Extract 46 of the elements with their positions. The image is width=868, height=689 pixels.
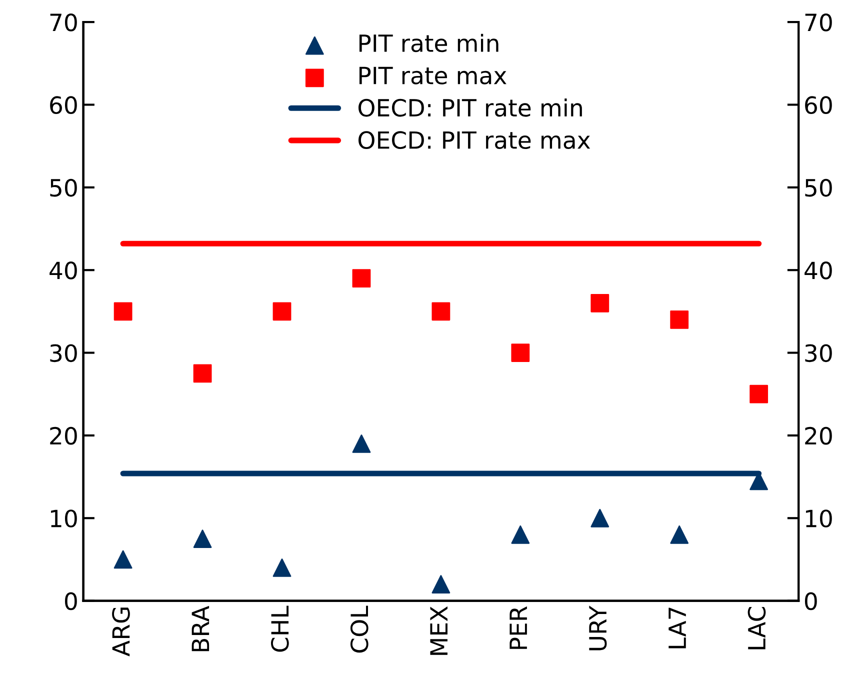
point (114, 550, 132, 569)
x-tick-label: COL (350, 606, 368, 653)
x-tick-label: ARG (112, 608, 130, 656)
point (272, 558, 292, 577)
y-tick-label: 60 (50, 96, 77, 114)
point (590, 508, 610, 528)
y2-tick-label: 30 (805, 344, 832, 362)
point (432, 302, 450, 321)
y-tick-label: 30 (50, 344, 77, 362)
y-tick-label: 40 (50, 262, 77, 280)
y-tick-label: 70 (50, 13, 77, 32)
y-tick-label: 20 (50, 426, 77, 445)
point (670, 310, 689, 329)
y2-tick-label: 0 (804, 592, 817, 610)
y2-tick-label: 70 (805, 13, 832, 32)
y2-tick-label: 10 (806, 510, 832, 528)
x-tick-label: BRA (192, 606, 210, 652)
x-tick-label: LAC (748, 606, 766, 650)
point (193, 530, 212, 548)
legend-label: PIT rate min (359, 34, 498, 52)
y2-tick-label: 50 (805, 178, 832, 197)
point (272, 302, 292, 321)
x-tick-label: MEX (430, 606, 448, 655)
point (590, 294, 610, 312)
legend-label: OECD: PIT rate max (358, 131, 590, 150)
y-tick-label: 50 (50, 178, 77, 197)
point (193, 364, 212, 383)
point (352, 269, 371, 288)
x-tick-label: LA7 (668, 608, 686, 648)
x-tick-label: CHL (270, 606, 289, 652)
point (352, 434, 371, 453)
y2-tick-label: 60 (805, 96, 832, 114)
point (114, 302, 132, 321)
x-tick-label: PER (510, 606, 527, 649)
legend-label: PIT rate max (359, 66, 506, 84)
point (432, 575, 450, 594)
point (511, 525, 530, 544)
point (670, 525, 689, 544)
y2-tick-label: 40 (804, 262, 832, 280)
legend-label: OECD: PIT rate min (358, 98, 582, 117)
y-tick-label: 10 (51, 510, 77, 528)
point (750, 384, 768, 404)
y2-tick-label: 20 (805, 426, 832, 445)
point (511, 344, 530, 362)
x-tick-label: URY (589, 606, 607, 650)
y-tick-label: 0 (65, 592, 77, 610)
